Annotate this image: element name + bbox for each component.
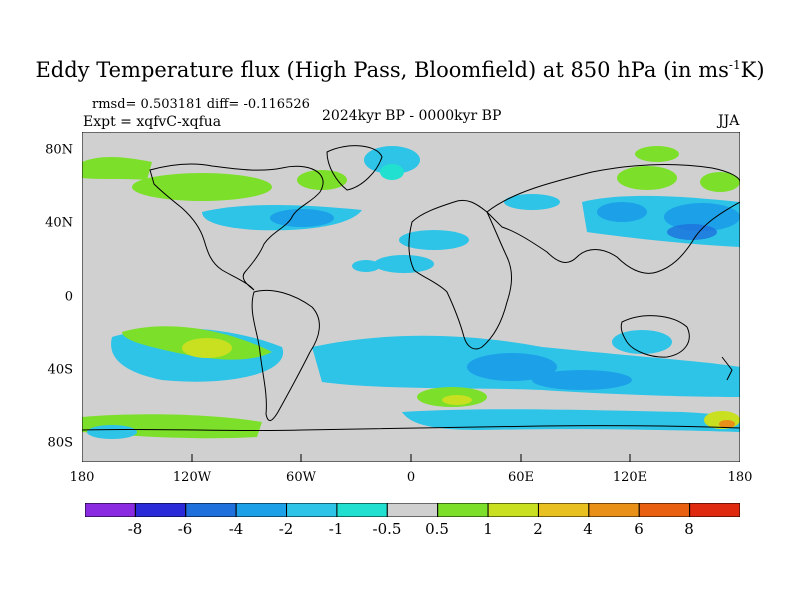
colorbar-swatch bbox=[689, 503, 740, 517]
lat-label: 80S bbox=[47, 435, 73, 451]
colorbar-label: 6 bbox=[634, 520, 644, 538]
colorbar-label: 2 bbox=[533, 520, 543, 538]
lat-label: 40S bbox=[47, 362, 73, 378]
colorbar-label: -6 bbox=[177, 520, 193, 538]
lat-label: 80N bbox=[45, 142, 73, 158]
colorbar-swatch bbox=[588, 503, 640, 517]
lat-label: 0 bbox=[64, 289, 73, 305]
coastlines bbox=[82, 145, 740, 432]
colorbar-label: -8 bbox=[127, 520, 143, 538]
lon-label: 60E bbox=[507, 470, 535, 485]
colorbar-label: 1 bbox=[483, 520, 493, 538]
plot-title: Eddy Temperature flux (High Pass, Bloomf… bbox=[35, 58, 765, 82]
colorbar-label: 4 bbox=[583, 520, 593, 538]
colorbar-swatch bbox=[134, 503, 187, 517]
lon-label: 120W bbox=[172, 470, 212, 485]
colorbar-swatch bbox=[235, 503, 288, 517]
lat-label: 40N bbox=[45, 215, 73, 231]
colorbar-label: -4 bbox=[228, 520, 244, 538]
colorbar-swatch bbox=[85, 503, 136, 517]
colorbar-swatch bbox=[437, 503, 489, 517]
colorbar-swatch bbox=[386, 503, 439, 517]
season-label: JJA bbox=[718, 113, 740, 129]
colorbar-swatch bbox=[336, 503, 388, 517]
colorbar-label: 0.5 bbox=[425, 520, 449, 538]
colorbar-swatch bbox=[286, 503, 338, 517]
lon-label: 180 bbox=[727, 470, 753, 485]
colorbar-label: -0.5 bbox=[372, 520, 402, 538]
axis-ticks bbox=[82, 454, 740, 462]
colorbar-swatch bbox=[185, 503, 237, 517]
lon-label: 120E bbox=[612, 470, 648, 485]
colorbar-label: -1 bbox=[328, 520, 344, 538]
colorbar-swatch bbox=[638, 503, 691, 517]
map-panel bbox=[82, 132, 740, 462]
colorbar-swatch bbox=[537, 503, 590, 517]
lon-label: 180 bbox=[69, 470, 95, 485]
lon-label: 60W bbox=[286, 470, 316, 485]
colorbar-swatch bbox=[487, 503, 539, 517]
anomaly-fields bbox=[82, 146, 740, 439]
colorbar-label: 8 bbox=[684, 520, 694, 538]
lon-label: 0 bbox=[406, 470, 416, 485]
colorbar-label: -2 bbox=[278, 520, 294, 538]
period-label: 2024kyr BP - 0000kyr BP bbox=[322, 108, 502, 124]
stats-text: rmsd= 0.503181 diff= -0.116526 bbox=[92, 97, 310, 112]
colorbar bbox=[85, 503, 740, 517]
experiment-label: Expt = xqfvC-xqfua bbox=[83, 114, 222, 130]
